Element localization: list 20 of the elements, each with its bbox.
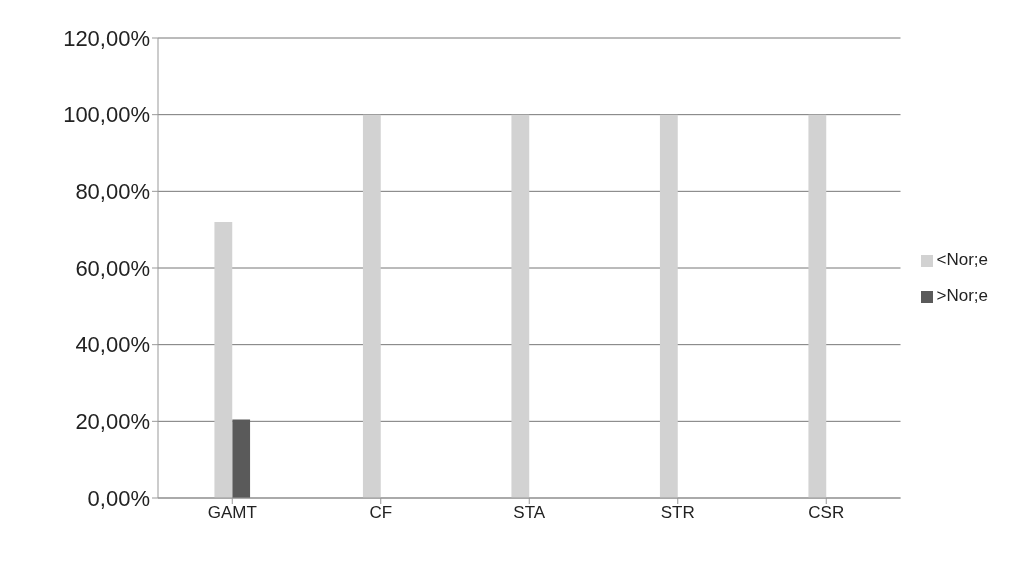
x-tick-label: CSR bbox=[808, 503, 845, 523]
x-tick-label: STR bbox=[660, 503, 695, 523]
bar bbox=[808, 114, 827, 498]
legend-label: >Nor;e bbox=[936, 286, 988, 305]
bar bbox=[232, 419, 251, 498]
y-tick-label: 20,00% bbox=[75, 409, 150, 435]
legend-label: <Nor;e bbox=[936, 250, 988, 269]
y-tick-label: 80,00% bbox=[75, 179, 150, 205]
x-tick-label: STA bbox=[513, 503, 546, 523]
bar bbox=[511, 114, 530, 498]
y-tick-label: 0,00% bbox=[87, 485, 150, 511]
bar bbox=[214, 222, 233, 498]
bar bbox=[362, 114, 381, 498]
bar bbox=[659, 114, 678, 498]
y-tick-label: 60,00% bbox=[75, 255, 150, 281]
y-tick-label: 100,00% bbox=[63, 102, 150, 128]
x-tick-label: GAMT bbox=[207, 503, 257, 523]
y-tick-label: 120,00% bbox=[63, 25, 150, 51]
y-tick-label: 40,00% bbox=[75, 332, 150, 358]
x-tick-label: CF bbox=[369, 503, 393, 523]
